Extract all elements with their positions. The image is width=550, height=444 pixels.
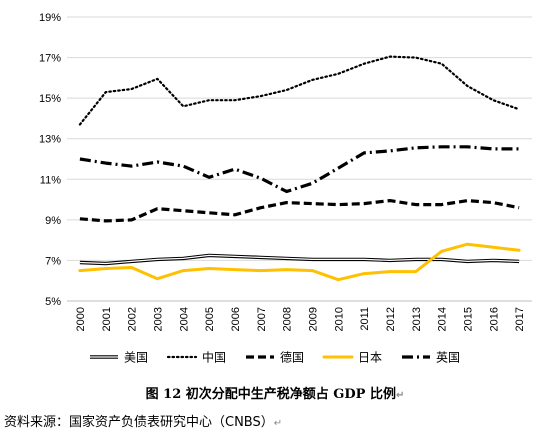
x-tick-label: 2011 [359,307,371,331]
series-line-0 [79,254,520,265]
x-tick-label: 2017 [514,307,526,331]
x-tick-label: 2002 [127,307,139,331]
source-note: 资料来源：国家资产负债表研究中心（CNBS）↵ [4,411,282,430]
paragraph-mark: ↵ [273,418,283,429]
paragraph-mark: ↵ [395,390,405,401]
legend: 美国 中国 德国 日本 英国 [90,350,460,365]
y-tick-label: 13% [39,134,61,146]
x-tick-label: 2013 [411,307,423,331]
y-tick-label: 7% [45,255,61,267]
x-tick-label: 2009 [307,307,319,331]
legend-label: 德国 [280,350,304,365]
y-tick-label: 5% [45,296,61,308]
y-axis-ticks: 5% 7% 9% 11% 13% 15% 17% 19% [39,12,61,308]
x-tick-label: 2007 [256,307,268,331]
x-tick-label: 2015 [462,307,474,331]
x-tick-label: 2001 [101,307,113,331]
series-line-2 [79,199,520,223]
y-tick-label: 19% [39,12,61,24]
caption-text: 图 12 初次分配中生产税净额占 GDP 比例 [145,387,396,402]
x-tick-label: 2000 [75,307,87,331]
x-tick-label: 2006 [230,307,242,331]
y-tick-label: 11% [40,174,61,186]
series-line-3 [78,242,521,282]
x-tick-label: 2008 [282,307,294,331]
y-tick-label: 15% [39,93,61,105]
x-axis-ticks: 2000 2001 2002 2003 2004 2005 2006 2007 2008 2009… [75,307,526,331]
legend-label: 日本 [358,351,382,365]
x-tick-label: 2014 [437,307,449,331]
x-tick-label: 2003 [152,307,164,331]
legend-label: 英国 [436,351,460,365]
legend-label: 美国 [124,351,148,365]
legend-label: 中国 [202,350,226,365]
x-tick-label: 2016 [488,307,500,331]
y-tick-label: 17% [39,53,61,65]
source-text: 资料来源：国家资产负债表研究中心（CNBS） [4,415,274,430]
series-line-4 [79,145,520,194]
x-tick-label: 2004 [178,307,190,331]
series-line-1 [78,55,521,126]
figure-caption: 图 12 初次分配中生产税净额占 GDP 比例↵ [0,383,550,402]
series-lines [78,55,521,282]
x-tick-label: 2010 [333,307,345,331]
x-tick-label: 2012 [385,307,397,331]
x-tick-label: 2005 [204,307,216,331]
y-tick-label: 9% [45,215,61,227]
